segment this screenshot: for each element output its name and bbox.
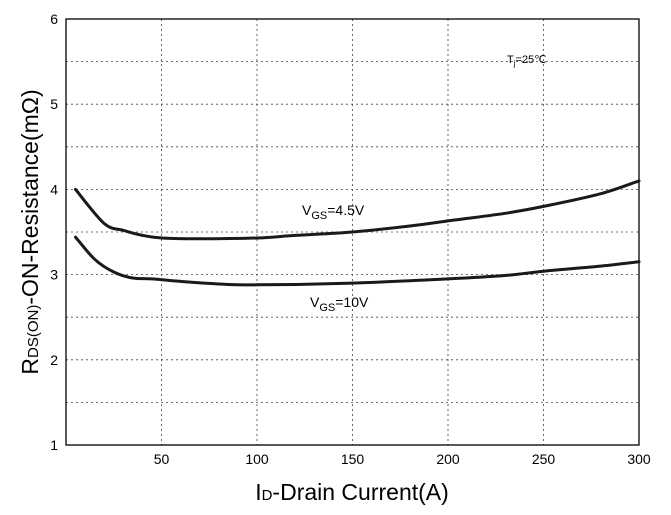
plot-frame xyxy=(65,18,640,446)
series-label-vgs-4v5: VGS=4.5V xyxy=(302,202,365,222)
x-tick-label-50: 50 xyxy=(154,451,170,467)
y-tick-label-5: 5 xyxy=(50,96,58,112)
x-tick-label-300: 300 xyxy=(627,451,651,467)
x-tick-label-100: 100 xyxy=(245,451,269,467)
series-line-vgs-4v5 xyxy=(74,179,641,241)
y-tick-label-4: 4 xyxy=(50,181,58,197)
curve-layer xyxy=(74,179,641,287)
temperature-annotation: Tj=25℃ xyxy=(507,54,547,68)
tick-layer: 50 100 150 200 250 300 1 2 3 4 5 6 xyxy=(50,11,651,467)
series-line-vgs-10v xyxy=(74,235,641,287)
y-axis-title: RDS(ON)-ON-Resistance(mΩ) xyxy=(17,89,43,374)
y-tick-label-3: 3 xyxy=(50,267,58,283)
grid-layer xyxy=(66,19,639,445)
series-label-vgs-10v: VGS=10V xyxy=(310,294,369,314)
y-tick-label-6: 6 xyxy=(50,11,58,27)
x-tick-label-200: 200 xyxy=(436,451,460,467)
x-axis-title: ID-Drain Current(A) xyxy=(255,479,449,505)
y-tick-label-1: 1 xyxy=(50,437,58,453)
x-tick-label-250: 250 xyxy=(532,451,556,467)
y-tick-label-2: 2 xyxy=(50,352,58,368)
x-tick-label-150: 150 xyxy=(341,451,365,467)
